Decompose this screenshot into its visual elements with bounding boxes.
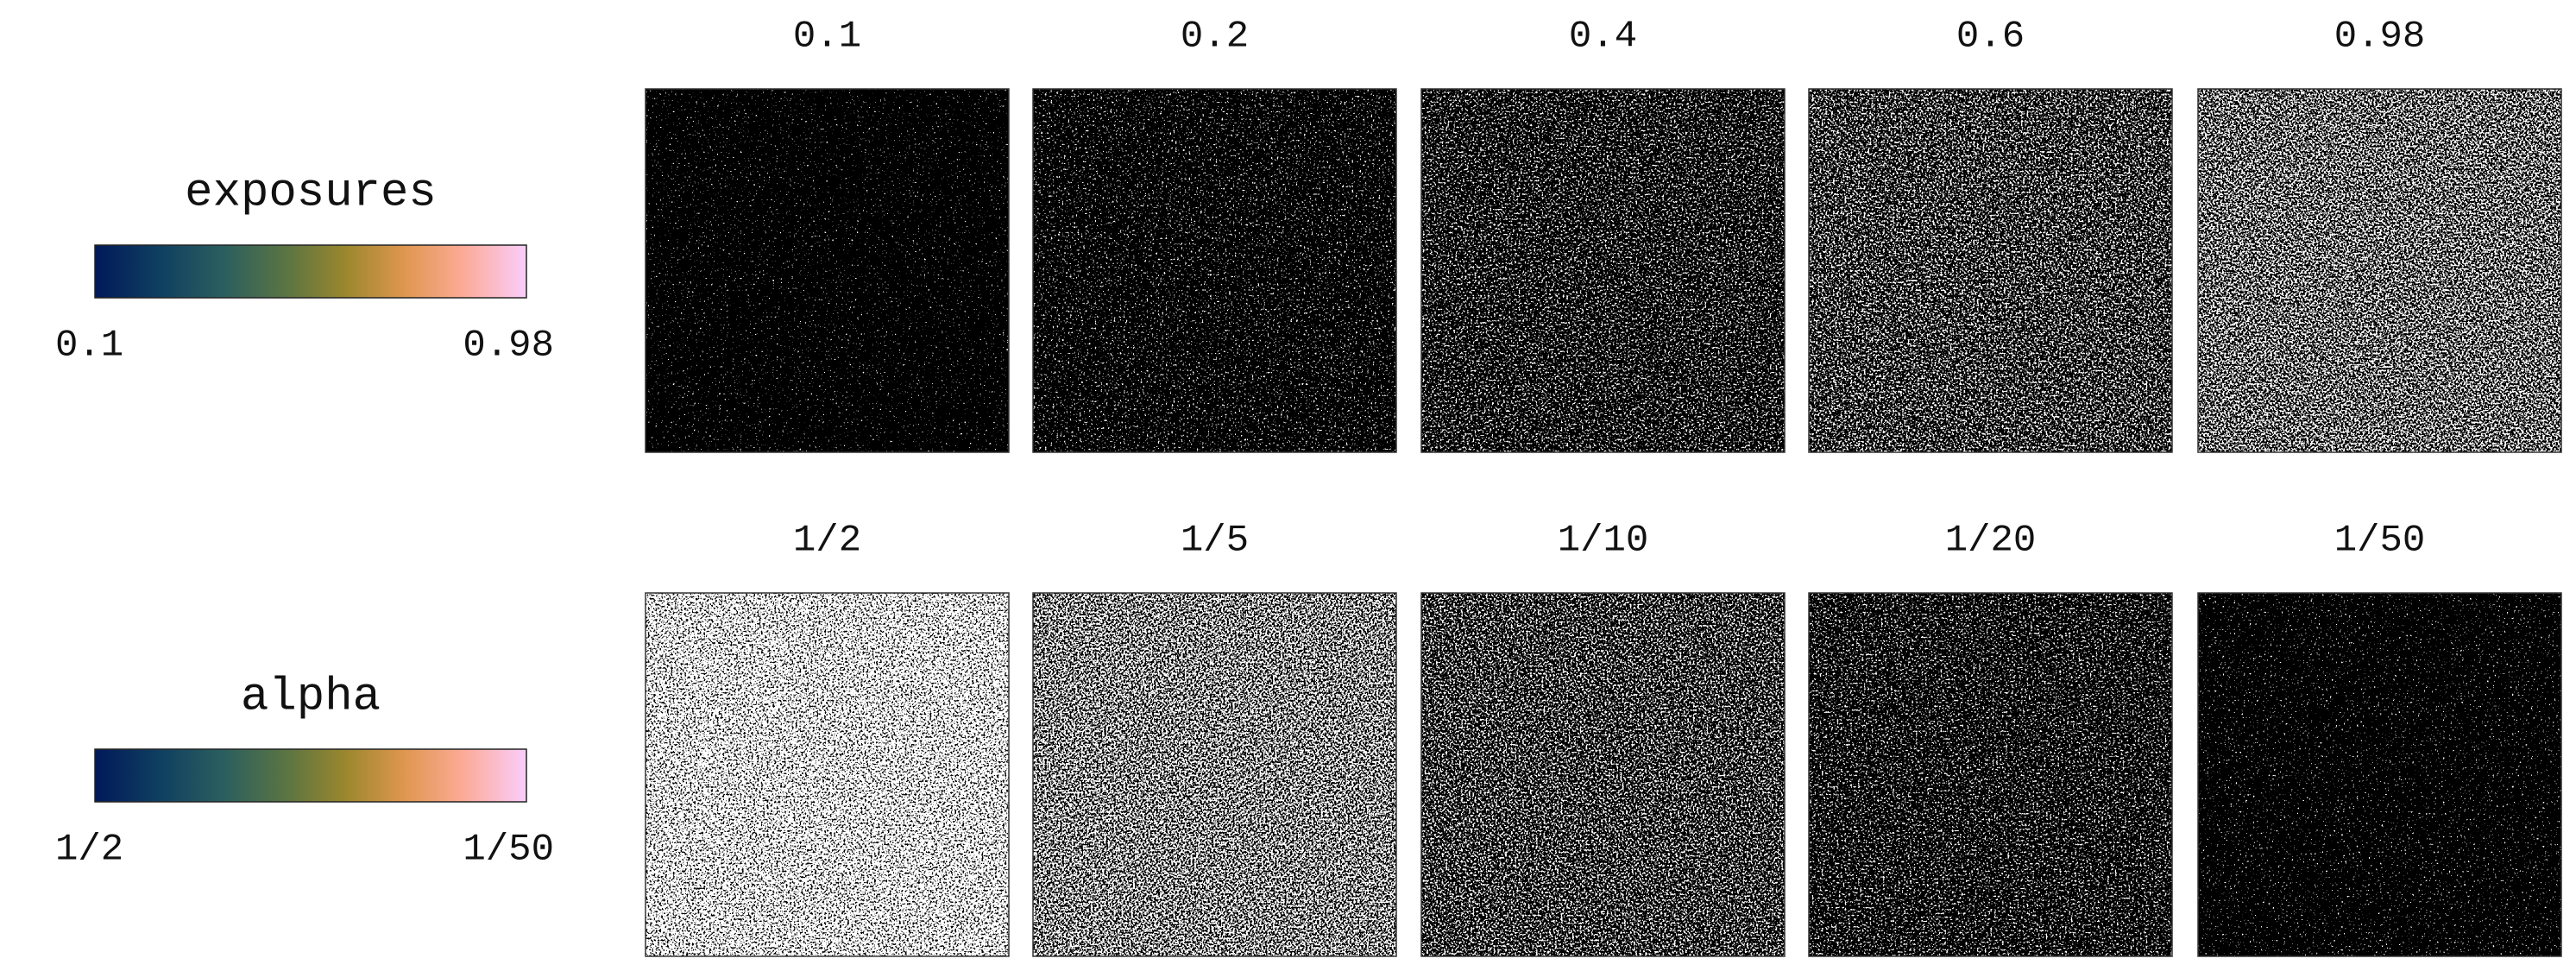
colorbar-max: 0.98 — [463, 325, 554, 368]
panel-title: 1/5 — [1181, 520, 1249, 563]
colorbar — [94, 748, 527, 803]
panel-frame — [1808, 592, 2173, 957]
panel-title: 0.6 — [1956, 16, 2025, 59]
noise-image — [2198, 593, 2561, 956]
panel-frame — [645, 88, 1010, 453]
panel-frame — [1420, 88, 1786, 453]
panel-frame — [645, 592, 1010, 957]
noise-image — [646, 593, 1009, 956]
noise-image — [646, 89, 1009, 452]
panel-title: 0.98 — [2334, 16, 2426, 59]
panel-title: 1/50 — [2334, 520, 2426, 563]
panel-frame — [1420, 592, 1786, 957]
noise-image — [2198, 89, 2561, 452]
colorbar — [94, 244, 527, 299]
panel-frame — [2197, 592, 2562, 957]
panel-frame — [1808, 88, 2173, 453]
colorbar-max: 1/50 — [463, 829, 554, 872]
panel-frame — [1032, 592, 1397, 957]
panel-title: 1/10 — [1558, 520, 1649, 563]
panel-frame — [1032, 88, 1397, 453]
colorbar-min: 1/2 — [55, 829, 123, 872]
colorbar-label: alpha — [241, 671, 381, 723]
noise-image — [1809, 593, 2172, 956]
colorbar-min: 0.1 — [55, 325, 123, 368]
panel-title: 1/20 — [1945, 520, 2037, 563]
noise-image — [1809, 89, 2172, 452]
panel-title: 0.4 — [1569, 16, 1637, 59]
noise-image — [1033, 593, 1396, 956]
panel-title: 0.2 — [1181, 16, 1249, 59]
noise-image — [1421, 593, 1785, 956]
noise-image — [1421, 89, 1785, 452]
panel-title: 1/2 — [793, 520, 861, 563]
colorbar-label: exposures — [185, 167, 437, 219]
panel-title: 0.1 — [793, 16, 861, 59]
panel-frame — [2197, 88, 2562, 453]
noise-image — [1033, 89, 1396, 452]
